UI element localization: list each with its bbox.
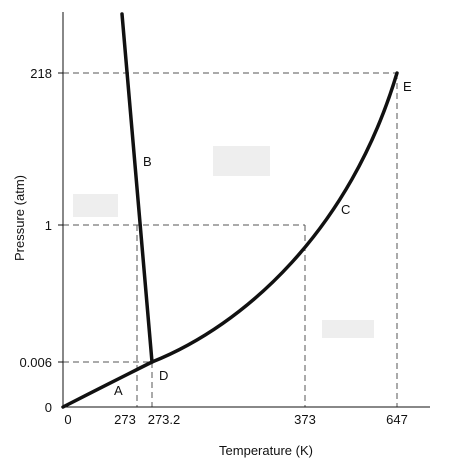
axes <box>62 12 430 408</box>
x-tick-label-373: 373 <box>294 412 316 427</box>
y-tick-label-218: 218 <box>30 66 52 81</box>
x-tick-label-647: 647 <box>386 412 408 427</box>
x-tick-label-0: 0 <box>64 412 71 427</box>
y-axis-title: Pressure (atm) <box>12 175 27 261</box>
y-tick-label-1: 1 <box>45 218 52 233</box>
x-axis-title: Temperature (K) <box>219 443 313 458</box>
y-tick-marks <box>58 72 63 363</box>
x-tick-label-273: 273 <box>114 412 136 427</box>
blank-label-box-gas <box>322 320 374 338</box>
solid-liquid-curve <box>120 12 154 364</box>
liquid-gas-curve <box>150 71 399 364</box>
guide-lines <box>63 72 398 407</box>
point-label-e: E <box>403 79 412 94</box>
phase-curves <box>61 12 399 409</box>
point-label-d: D <box>159 368 168 383</box>
y-tick-label-0: 0 <box>45 400 52 415</box>
blank-label-box-solid <box>73 194 118 217</box>
point-label-c: C <box>341 202 350 217</box>
point-label-a: A <box>114 383 123 398</box>
point-label-b: B <box>143 154 152 169</box>
y-tick-label-0006: 0.006 <box>19 355 52 370</box>
solid-gas-curve <box>61 360 154 409</box>
blank-label-box-liquid <box>213 146 270 176</box>
x-tick-label-2732: 273.2 <box>148 412 181 427</box>
